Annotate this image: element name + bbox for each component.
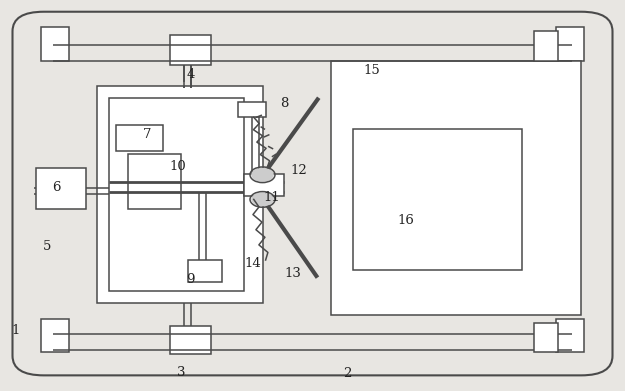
Bar — [170, 326, 211, 354]
Bar — [116, 125, 162, 151]
Bar — [97, 86, 262, 303]
Bar — [534, 323, 558, 352]
Bar — [556, 27, 584, 61]
Bar — [41, 27, 69, 61]
Text: 15: 15 — [364, 64, 380, 77]
Text: 5: 5 — [42, 240, 51, 253]
Text: 14: 14 — [245, 257, 261, 271]
Bar — [36, 168, 86, 209]
Text: 9: 9 — [186, 273, 195, 286]
Bar — [353, 129, 522, 270]
FancyBboxPatch shape — [12, 12, 612, 375]
Bar — [41, 319, 69, 352]
Text: 2: 2 — [342, 367, 351, 380]
Text: 4: 4 — [186, 68, 195, 81]
Text: 6: 6 — [52, 181, 61, 194]
Bar — [188, 260, 222, 282]
Bar — [128, 154, 181, 209]
Text: 3: 3 — [177, 366, 186, 379]
Bar — [244, 174, 284, 196]
Bar — [331, 61, 581, 315]
Text: 10: 10 — [170, 160, 186, 173]
Bar — [170, 35, 211, 65]
Text: 8: 8 — [280, 97, 289, 110]
Circle shape — [251, 168, 274, 182]
Text: 11: 11 — [264, 191, 280, 204]
Text: 13: 13 — [284, 267, 301, 280]
Bar — [238, 102, 266, 117]
Text: 16: 16 — [398, 214, 415, 228]
Bar — [109, 98, 244, 291]
Text: 12: 12 — [291, 163, 307, 177]
Text: 1: 1 — [11, 324, 20, 337]
Circle shape — [251, 192, 274, 206]
Bar — [556, 319, 584, 352]
Bar — [534, 31, 558, 61]
Text: 7: 7 — [142, 128, 151, 142]
